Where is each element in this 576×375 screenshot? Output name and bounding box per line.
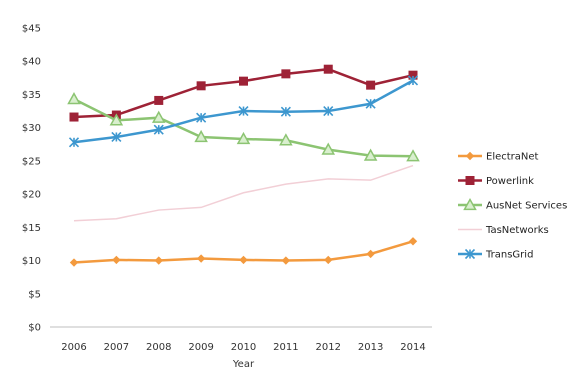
x-tick-label: 2009 bbox=[188, 342, 213, 353]
data-point bbox=[365, 98, 376, 109]
y-tick-label: $10 bbox=[22, 256, 41, 267]
data-point bbox=[406, 149, 420, 162]
data-point bbox=[239, 255, 248, 265]
series-electranet bbox=[69, 237, 418, 267]
x-tick-label: 2008 bbox=[146, 342, 171, 353]
legend-label: Powerlink bbox=[486, 176, 534, 187]
y-tick-label: $35 bbox=[22, 90, 41, 101]
data-point bbox=[408, 70, 418, 80]
legend-label: TransGrid bbox=[485, 250, 533, 261]
y-tick-label: $5 bbox=[28, 289, 41, 300]
data-point bbox=[280, 106, 291, 117]
y-tick-label: $25 bbox=[22, 156, 41, 167]
data-point bbox=[196, 254, 206, 263]
data-point bbox=[239, 76, 248, 86]
data-point bbox=[151, 110, 166, 123]
legend-swatch-marker bbox=[463, 197, 477, 211]
legend-item: AusNet Services bbox=[458, 197, 567, 212]
data-point bbox=[321, 142, 336, 155]
series-transgrid bbox=[68, 75, 419, 148]
data-point bbox=[68, 137, 80, 148]
data-point bbox=[194, 129, 208, 143]
x-tick-label: 2014 bbox=[400, 342, 425, 353]
data-point bbox=[69, 112, 79, 122]
y-tick-label: $0 bbox=[28, 323, 41, 334]
data-point bbox=[111, 131, 122, 143]
series-powerlink bbox=[69, 64, 418, 122]
legend-item: ElectraNet bbox=[458, 152, 539, 163]
x-tick-label: 2006 bbox=[61, 342, 86, 353]
legend-label: AusNet Services bbox=[486, 201, 567, 212]
data-point bbox=[366, 80, 376, 90]
data-point bbox=[408, 237, 418, 246]
data-point bbox=[154, 256, 163, 265]
y-tick-label: $15 bbox=[22, 223, 41, 234]
x-tick-label: 2011 bbox=[273, 342, 298, 353]
data-point bbox=[281, 256, 291, 265]
data-point bbox=[238, 105, 249, 117]
data-point bbox=[109, 113, 124, 126]
data-point bbox=[323, 105, 334, 117]
data-point bbox=[281, 69, 291, 79]
x-tick-label: 2007 bbox=[104, 342, 129, 353]
legend-label: ElectraNet bbox=[486, 152, 539, 163]
data-point bbox=[154, 95, 164, 105]
data-point bbox=[196, 112, 207, 123]
data-point bbox=[67, 92, 81, 105]
x-tick-label: 2013 bbox=[358, 342, 383, 353]
y-tick-label: $30 bbox=[22, 123, 41, 134]
series-tasnetworks bbox=[73, 164, 414, 222]
x-tick-label: 2012 bbox=[316, 342, 341, 353]
data-point bbox=[236, 131, 251, 145]
legend-item: TasNetworks bbox=[458, 225, 549, 236]
series-layer bbox=[67, 64, 420, 267]
legend-swatch-marker bbox=[465, 151, 475, 161]
legend-swatch-marker bbox=[465, 176, 475, 185]
data-point bbox=[407, 75, 419, 86]
x-axis-tick-labels: 2006 2007 2008 2009 2010 2011 2012 2013 2014 bbox=[61, 342, 425, 353]
data-point bbox=[323, 64, 333, 74]
data-point bbox=[69, 258, 79, 267]
series-line bbox=[73, 164, 414, 222]
legend-item: TransGrid bbox=[458, 248, 533, 261]
series-ausnet-services bbox=[67, 92, 420, 162]
legend-item: Powerlink bbox=[458, 176, 534, 187]
legend-label: TasNetworks bbox=[485, 225, 549, 236]
data-point bbox=[363, 148, 378, 161]
data-point bbox=[366, 249, 375, 259]
y-axis-tick-labels: $0 $5 $10 $15 $20 $25 $30 $35 $40 $45 bbox=[22, 24, 41, 334]
data-point bbox=[153, 124, 164, 135]
legend-swatch-marker bbox=[464, 248, 476, 260]
data-point bbox=[196, 81, 206, 91]
data-point bbox=[112, 255, 121, 265]
legend: ElectraNet Powerlink AusNet Services TasNet… bbox=[458, 152, 567, 261]
y-tick-label: $20 bbox=[22, 190, 41, 201]
data-point bbox=[324, 255, 333, 265]
x-axis-title: Year bbox=[232, 359, 255, 370]
y-tick-label: $45 bbox=[22, 24, 41, 35]
y-tick-label: $40 bbox=[22, 57, 41, 68]
x-tick-label: 2010 bbox=[231, 342, 256, 353]
data-point bbox=[279, 133, 293, 146]
